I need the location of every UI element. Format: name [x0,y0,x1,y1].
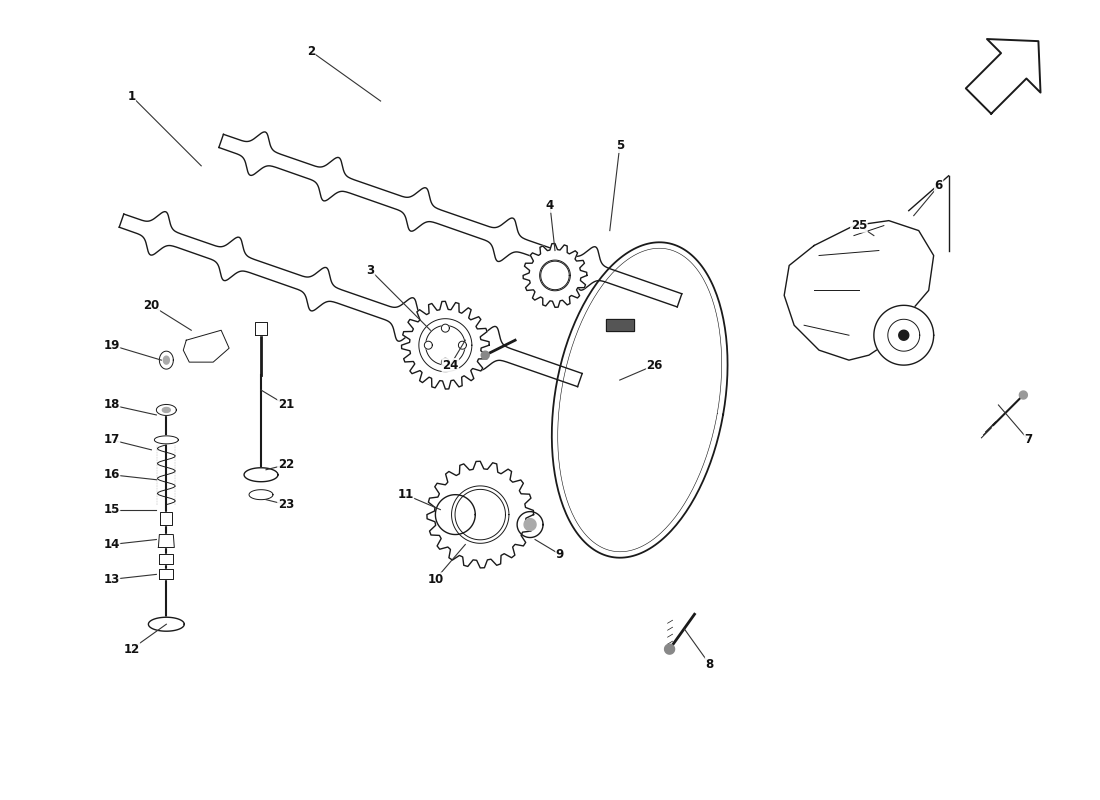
Polygon shape [899,330,909,340]
Polygon shape [966,39,1041,114]
Polygon shape [163,356,169,364]
Polygon shape [184,330,229,362]
Text: 12: 12 [123,642,140,656]
Text: 15: 15 [103,503,120,516]
Text: 3: 3 [366,264,375,277]
Polygon shape [425,342,432,349]
Polygon shape [441,358,450,366]
Polygon shape [541,261,569,290]
Polygon shape [161,512,173,525]
Polygon shape [158,534,174,547]
Text: 23: 23 [278,498,294,511]
Polygon shape [524,518,536,530]
Text: 13: 13 [103,573,120,586]
Polygon shape [524,243,587,307]
Text: 11: 11 [397,488,414,501]
Text: 20: 20 [143,299,160,312]
Polygon shape [517,512,543,538]
Text: 7: 7 [1024,434,1033,446]
Text: 16: 16 [103,468,120,482]
Text: 21: 21 [278,398,294,411]
Text: 9: 9 [556,548,564,561]
Polygon shape [119,212,582,386]
Polygon shape [419,318,472,372]
Polygon shape [426,326,465,365]
Polygon shape [154,436,178,444]
Text: 2: 2 [307,45,315,58]
Polygon shape [219,132,682,307]
Text: 1: 1 [128,90,135,102]
Polygon shape [441,324,450,332]
Polygon shape [606,319,634,331]
Text: 10: 10 [427,573,443,586]
Polygon shape [664,644,674,654]
Polygon shape [455,490,506,540]
Text: 14: 14 [103,538,120,551]
Polygon shape [249,490,273,500]
Text: 26: 26 [647,358,663,372]
Text: 18: 18 [103,398,120,411]
Polygon shape [552,242,727,558]
Text: 4: 4 [546,199,554,212]
Polygon shape [156,405,176,415]
Polygon shape [540,260,570,290]
Text: 25: 25 [850,219,867,232]
Polygon shape [784,221,934,360]
Polygon shape [1020,391,1027,399]
Polygon shape [160,554,174,565]
Polygon shape [427,462,534,568]
Text: 17: 17 [103,434,120,446]
Polygon shape [888,319,920,351]
Polygon shape [402,302,490,389]
Polygon shape [436,494,475,534]
Polygon shape [459,342,466,349]
Text: 22: 22 [278,458,294,471]
Text: 19: 19 [103,338,120,352]
Polygon shape [452,486,509,543]
Polygon shape [244,468,278,482]
Polygon shape [148,618,185,631]
Polygon shape [160,570,174,579]
Text: 6: 6 [935,179,943,192]
Text: 24: 24 [442,358,459,372]
Polygon shape [255,322,267,335]
Polygon shape [163,407,170,413]
Polygon shape [873,306,934,365]
Polygon shape [481,351,490,359]
Text: 8: 8 [705,658,714,670]
Polygon shape [160,351,174,369]
Text: 5: 5 [616,139,624,152]
